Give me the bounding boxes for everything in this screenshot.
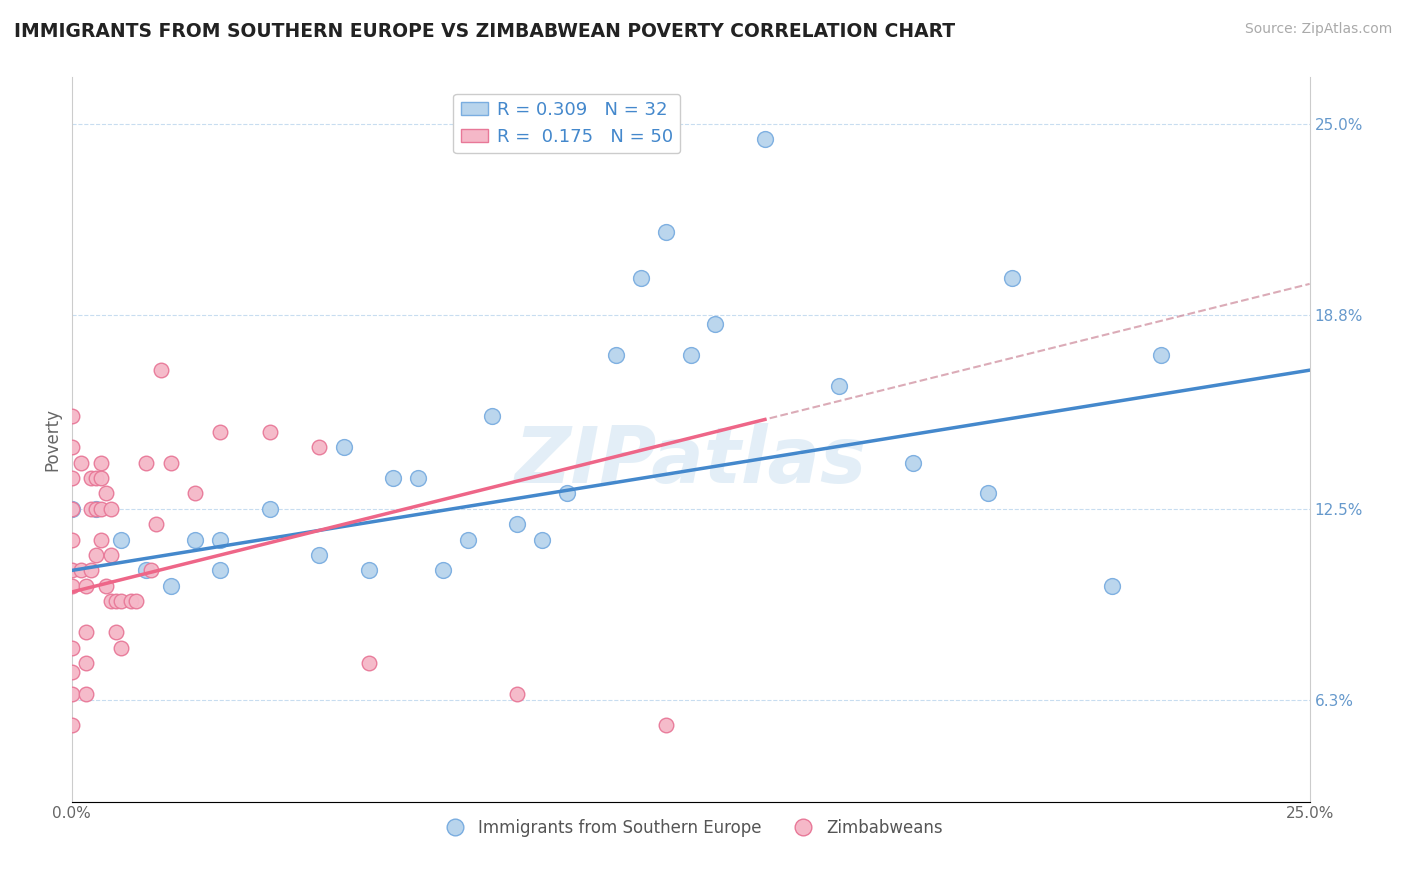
Point [149,363,172,377]
Point [60,471,83,485]
Point [60,501,83,516]
Point [259,501,281,516]
Point [96,579,118,593]
Y-axis label: Poverty: Poverty [44,408,60,471]
Point [60,440,83,454]
Point [60,665,83,680]
Point [60,564,83,578]
Point [481,409,503,424]
Point [506,687,529,701]
Point [70,564,93,578]
Point [506,517,529,532]
Point [1001,270,1024,285]
Point [184,486,207,500]
Point [60,717,83,731]
Point [80,564,103,578]
Point [308,440,330,454]
Point [977,486,1000,500]
Text: Source: ZipAtlas.com: Source: ZipAtlas.com [1244,22,1392,37]
Point [84,471,107,485]
Point [209,425,232,439]
Point [406,471,429,485]
Point [105,594,128,608]
Point [110,640,132,655]
Point [75,687,97,701]
Point [159,456,181,470]
Point [357,656,380,670]
Point [110,594,132,608]
Point [90,456,112,470]
Point [145,517,167,532]
Point [96,486,118,500]
Point [120,594,142,608]
Point [60,687,83,701]
Legend: Immigrants from Southern Europe, Zimbabweans: Immigrants from Southern Europe, Zimbabw… [432,813,950,844]
Point [754,132,776,146]
Point [655,717,678,731]
Point [184,533,207,547]
Point [125,594,148,608]
Text: ZIPatlas: ZIPatlas [515,423,866,500]
Point [90,471,112,485]
Point [90,533,112,547]
Point [679,348,702,362]
Point [105,625,128,640]
Point [100,548,122,562]
Point [432,564,454,578]
Point [630,270,652,285]
Point [259,425,281,439]
Point [70,456,93,470]
Point [60,501,83,516]
Point [84,548,107,562]
Point [1150,348,1173,362]
Point [135,564,157,578]
Point [209,564,232,578]
Point [605,348,627,362]
Point [84,501,107,516]
Point [531,533,554,547]
Point [60,579,83,593]
Point [80,501,103,516]
Point [209,533,232,547]
Point [60,409,83,424]
Point [60,533,83,547]
Point [457,533,479,547]
Point [84,501,107,516]
Point [139,564,162,578]
Point [75,579,97,593]
Point [704,317,727,331]
Point [828,378,851,392]
Point [60,640,83,655]
Point [100,501,122,516]
Point [382,471,405,485]
Point [80,471,103,485]
Point [655,225,678,239]
Point [903,456,925,470]
Point [75,656,97,670]
Point [135,456,157,470]
Text: IMMIGRANTS FROM SOUTHERN EUROPE VS ZIMBABWEAN POVERTY CORRELATION CHART: IMMIGRANTS FROM SOUTHERN EUROPE VS ZIMBA… [14,22,955,41]
Point [333,440,356,454]
Point [100,594,122,608]
Point [159,579,181,593]
Point [357,564,380,578]
Point [110,533,132,547]
Point [308,548,330,562]
Point [1101,579,1123,593]
Point [555,486,578,500]
Point [75,625,97,640]
Point [90,501,112,516]
